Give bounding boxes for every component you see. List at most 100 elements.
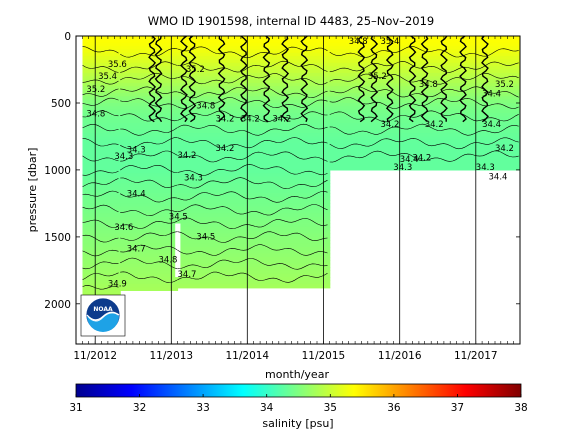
salinity-cell	[177, 280, 331, 285]
contour-label: 35.2	[495, 80, 514, 90]
contour-label: 34.2	[216, 144, 235, 154]
salinity-cell	[120, 196, 179, 201]
salinity-cell	[177, 76, 331, 81]
mixed-layer-mark	[262, 36, 271, 123]
salinity-cell	[82, 133, 121, 137]
contour-label: 34.3	[476, 163, 495, 173]
salinity-cell	[177, 89, 331, 94]
salinity-cell	[82, 69, 121, 74]
contour-label: 34.5	[169, 213, 188, 223]
salinity-cell	[120, 39, 179, 44]
contour-line	[329, 72, 519, 85]
contour-label: 34.4	[482, 120, 501, 130]
salinity-cell	[177, 236, 331, 241]
salinity-cell	[82, 49, 121, 54]
contour-line	[120, 48, 178, 58]
salinity-cell	[82, 113, 121, 117]
salinity-cell	[120, 149, 179, 154]
salinity-cell	[329, 136, 520, 141]
salinity-cell	[120, 173, 179, 178]
salinity-cell	[329, 159, 520, 164]
salinity-cell	[177, 109, 331, 114]
colorbar-tick-label: 37	[451, 402, 464, 414]
contour-line	[177, 244, 328, 256]
salinity-cell	[120, 273, 179, 278]
salinity-cell	[82, 62, 121, 67]
contour-label: 35.2	[186, 65, 205, 75]
contour-label: 35.4	[98, 72, 117, 82]
salinity-cell	[120, 230, 179, 235]
salinity-cell	[177, 270, 331, 275]
salinity-cell	[82, 166, 121, 171]
salinity-cell	[329, 106, 520, 111]
contour-label: 34.8	[419, 80, 438, 90]
contour-label: 34.3	[393, 163, 412, 173]
salinity-cell	[177, 180, 331, 184]
salinity-cell	[120, 156, 179, 161]
salinity-cell	[82, 233, 121, 238]
salinity-cell	[120, 223, 179, 228]
salinity-cell	[82, 183, 121, 188]
salinity-cell	[177, 196, 331, 201]
salinity-cell	[120, 166, 179, 171]
salinity-cell	[120, 146, 179, 151]
contour-label: 35.2	[86, 85, 105, 95]
contour-line	[82, 124, 119, 132]
salinity-cell	[82, 126, 121, 131]
salinity-cell	[120, 270, 179, 275]
salinity-cell	[177, 59, 331, 64]
contour-line	[82, 178, 119, 188]
salinity-cell	[177, 92, 331, 97]
salinity-cell	[120, 106, 179, 111]
salinity-cell	[82, 76, 121, 81]
salinity-cell	[177, 103, 331, 107]
x-tick-label: 11/2016	[378, 350, 422, 362]
salinity-cell	[177, 240, 331, 245]
salinity-cell	[82, 42, 121, 47]
salinity-cell	[329, 42, 520, 47]
salinity-cell	[120, 116, 179, 121]
salinity-cell	[120, 76, 179, 81]
salinity-cell	[82, 223, 121, 228]
salinity-cell	[120, 233, 179, 238]
salinity-cell	[120, 69, 179, 74]
salinity-cell	[82, 123, 121, 127]
salinity-cell	[82, 169, 121, 174]
salinity-cell	[82, 210, 121, 214]
contour-line	[82, 285, 119, 290]
salinity-cell	[120, 287, 179, 291]
salinity-cell	[177, 250, 331, 255]
contour-label: 34.8	[159, 255, 178, 265]
salinity-cell	[177, 193, 331, 198]
salinity-cell	[120, 169, 179, 174]
salinity-cell	[329, 109, 520, 114]
salinity-cell	[82, 216, 121, 221]
contour-label: 34.7	[178, 270, 197, 280]
contour-label: 34.2	[425, 120, 444, 130]
salinity-cell	[82, 176, 121, 181]
salinity-cell	[120, 240, 179, 245]
contour-label: 34.4	[400, 155, 419, 165]
salinity-cell	[120, 250, 179, 255]
contour-line	[120, 257, 178, 269]
salinity-cell	[82, 200, 121, 204]
salinity-cell	[82, 149, 121, 154]
salinity-cell	[329, 119, 520, 124]
salinity-cell	[177, 159, 331, 164]
salinity-cell	[120, 153, 179, 158]
salinity-cell	[120, 136, 179, 141]
y-tick-label: 1500	[44, 232, 71, 244]
contour-line	[82, 79, 119, 85]
salinity-field	[82, 36, 520, 298]
salinity-cell	[329, 82, 520, 87]
salinity-cell	[82, 109, 121, 114]
salinity-cell	[177, 220, 331, 224]
salinity-cell	[177, 173, 331, 178]
salinity-cell	[177, 213, 331, 218]
contour-line	[120, 61, 178, 73]
salinity-cell	[120, 92, 179, 97]
salinity-cell	[329, 123, 520, 127]
salinity-cell	[82, 257, 121, 261]
salinity-cell	[120, 186, 179, 191]
contour-label: 34.2	[381, 120, 400, 130]
